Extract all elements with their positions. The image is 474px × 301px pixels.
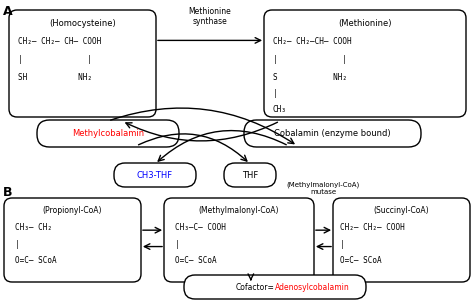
Text: |              |: | | bbox=[273, 55, 347, 64]
FancyBboxPatch shape bbox=[37, 120, 179, 147]
FancyBboxPatch shape bbox=[333, 198, 470, 282]
Text: CH₃–C– COOH: CH₃–C– COOH bbox=[175, 223, 226, 232]
Text: CH₃: CH₃ bbox=[273, 105, 287, 114]
FancyBboxPatch shape bbox=[164, 198, 314, 282]
Text: CH₂– CH₂–CH– COOH: CH₂– CH₂–CH– COOH bbox=[273, 37, 352, 46]
Text: |: | bbox=[15, 240, 19, 249]
Text: |: | bbox=[273, 89, 278, 98]
FancyBboxPatch shape bbox=[244, 120, 421, 147]
Text: O=C– SCoA: O=C– SCoA bbox=[175, 256, 217, 265]
Text: Cofactor=: Cofactor= bbox=[236, 283, 275, 291]
Text: |              |: | | bbox=[18, 55, 92, 64]
Text: (Methylmalonyl-CoA)
mutase: (Methylmalonyl-CoA) mutase bbox=[287, 181, 360, 194]
Text: |: | bbox=[340, 240, 345, 249]
FancyBboxPatch shape bbox=[184, 275, 366, 299]
FancyBboxPatch shape bbox=[9, 10, 156, 117]
FancyBboxPatch shape bbox=[114, 163, 196, 187]
Text: A: A bbox=[3, 5, 13, 18]
Text: SH           NH₂: SH NH₂ bbox=[18, 73, 92, 82]
Text: Methylcobalamin: Methylcobalamin bbox=[72, 129, 144, 138]
Text: CH₃– CH₂: CH₃– CH₂ bbox=[15, 223, 52, 232]
Text: Adenosylcobalamin: Adenosylcobalamin bbox=[275, 283, 350, 291]
Text: CH₂– CH₂– COOH: CH₂– CH₂– COOH bbox=[340, 223, 405, 232]
FancyBboxPatch shape bbox=[224, 163, 276, 187]
Text: CH3-THF: CH3-THF bbox=[137, 170, 173, 179]
Text: Methionine
synthase: Methionine synthase bbox=[189, 7, 231, 26]
Text: (Propionyl-CoA): (Propionyl-CoA) bbox=[43, 206, 102, 215]
Text: (Homocysteine): (Homocysteine) bbox=[49, 19, 116, 28]
Text: |: | bbox=[175, 240, 180, 249]
Text: Cobalamin (enzyme bound): Cobalamin (enzyme bound) bbox=[274, 129, 391, 138]
Text: THF: THF bbox=[242, 170, 258, 179]
Text: (Methionine): (Methionine) bbox=[338, 19, 392, 28]
Text: B: B bbox=[3, 186, 12, 199]
Text: (Succinyl-CoA): (Succinyl-CoA) bbox=[374, 206, 429, 215]
Text: CH₂– CH₂– CH– COOH: CH₂– CH₂– CH– COOH bbox=[18, 37, 101, 46]
Text: (Methylmalonyl-CoA): (Methylmalonyl-CoA) bbox=[199, 206, 279, 215]
FancyBboxPatch shape bbox=[264, 10, 466, 117]
FancyBboxPatch shape bbox=[4, 198, 141, 282]
Text: O=C– SCoA: O=C– SCoA bbox=[340, 256, 382, 265]
Text: O=C– SCoA: O=C– SCoA bbox=[15, 256, 56, 265]
Text: S            NH₂: S NH₂ bbox=[273, 73, 347, 82]
